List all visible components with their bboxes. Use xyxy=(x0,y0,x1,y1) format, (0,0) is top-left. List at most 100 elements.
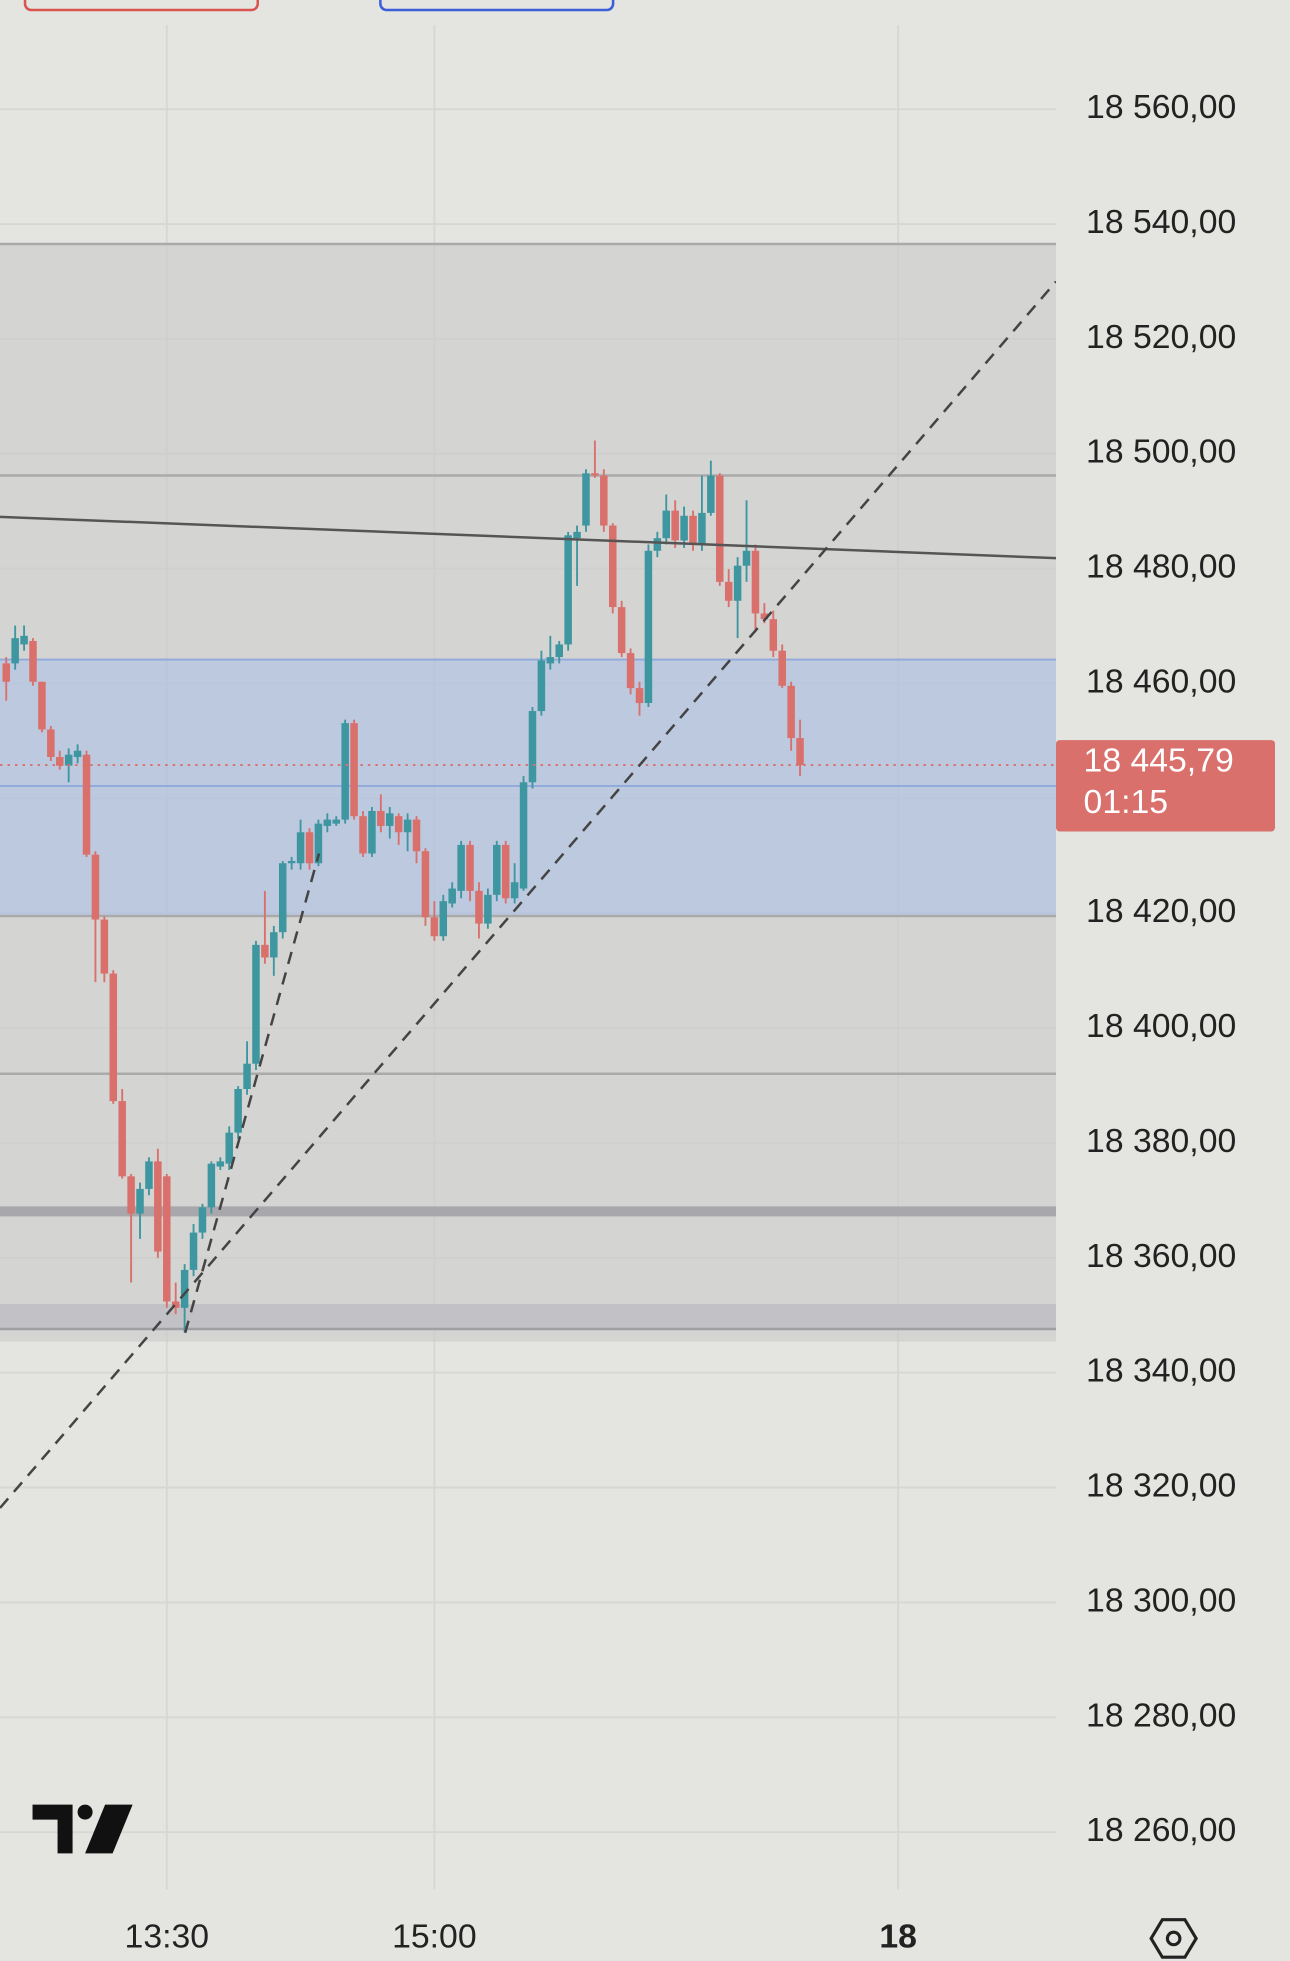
candle-body xyxy=(680,515,688,541)
candle-body xyxy=(430,917,439,937)
candle-body xyxy=(778,650,786,686)
candle-body xyxy=(287,860,296,864)
candle-body xyxy=(742,550,751,566)
settings-icon[interactable] xyxy=(1149,1918,1198,1959)
candle-body xyxy=(136,1188,144,1214)
candle-body xyxy=(2,663,10,682)
logo xyxy=(32,1804,133,1854)
candle-body xyxy=(154,1161,162,1252)
axes: 18 260,00 18 280,00 18 300,00 18 320,00 18 3… xyxy=(125,88,1275,1955)
x-tick-label: 18 xyxy=(879,1917,917,1955)
y-tick-label: 18 340,00 xyxy=(1086,1352,1236,1390)
candle-body xyxy=(724,581,733,601)
candle-body xyxy=(305,832,314,864)
candle-body xyxy=(528,711,537,783)
candle-body xyxy=(341,723,349,820)
y-tick-label: 18 500,00 xyxy=(1086,433,1236,471)
candle-body xyxy=(689,515,697,545)
y-tick-label: 18 560,00 xyxy=(1086,88,1236,126)
candle-body xyxy=(394,816,403,833)
candle-body xyxy=(100,919,109,974)
level-band xyxy=(0,1206,1057,1217)
candle-body xyxy=(261,944,269,958)
y-tick-label: 18 400,00 xyxy=(1086,1007,1236,1045)
candle-body xyxy=(626,653,635,689)
candle-body xyxy=(457,844,465,891)
candle-body xyxy=(600,475,608,526)
candle-body xyxy=(439,901,448,937)
candle-body xyxy=(189,1232,198,1270)
candle-body xyxy=(796,738,804,766)
settings-hexagon[interactable] xyxy=(1149,1918,1198,1959)
candle-body xyxy=(171,1301,180,1308)
candle-body xyxy=(145,1161,153,1189)
logo-part xyxy=(85,1804,133,1854)
candle-body xyxy=(332,819,341,824)
candle-body xyxy=(91,854,100,920)
candle-body xyxy=(368,811,376,854)
last-price-label: 18 445,79 xyxy=(1084,742,1234,780)
candle-body xyxy=(582,473,590,526)
candle-body xyxy=(421,851,430,918)
candle-body xyxy=(38,681,46,730)
candle-body xyxy=(11,638,19,664)
candle-body xyxy=(207,1163,216,1208)
y-tick-label: 18 480,00 xyxy=(1086,548,1236,586)
candle-body xyxy=(546,657,555,664)
settings-dot[interactable] xyxy=(1165,1930,1182,1947)
trendline xyxy=(0,515,1057,560)
candle-body xyxy=(671,510,679,541)
candle-body xyxy=(296,832,305,864)
candle-body xyxy=(20,635,28,645)
candle-body xyxy=(698,512,706,545)
candle-body xyxy=(47,729,55,758)
candle-body xyxy=(769,619,778,651)
candle-body xyxy=(314,823,323,864)
candle-body xyxy=(64,754,73,766)
drawings xyxy=(0,242,1057,1342)
buy-button[interactable] xyxy=(379,0,615,12)
y-tick-label: 18 260,00 xyxy=(1086,1811,1236,1849)
last-price-tag xyxy=(1056,740,1275,832)
candle-body xyxy=(662,510,671,539)
candle-body xyxy=(198,1207,207,1233)
candle-body xyxy=(350,723,358,817)
candle-body xyxy=(591,473,599,476)
zone xyxy=(0,659,1057,917)
sell-button[interactable] xyxy=(23,0,259,12)
candle-body xyxy=(73,750,82,758)
candle-body xyxy=(564,535,572,645)
x-tick-label: 15:00 xyxy=(392,1917,476,1955)
candle-body xyxy=(475,890,483,924)
y-tick-label: 18 520,00 xyxy=(1086,318,1236,356)
candle-body xyxy=(653,538,662,551)
candle-body xyxy=(29,640,37,682)
candle-body xyxy=(493,844,501,895)
candle-body xyxy=(617,607,626,654)
candle-body xyxy=(412,819,421,852)
x-tick-label: 13:30 xyxy=(125,1917,209,1955)
candle-body xyxy=(501,844,510,899)
candle-body xyxy=(484,894,492,924)
candle-body xyxy=(733,565,742,601)
y-tick-label: 18 540,00 xyxy=(1086,203,1236,241)
candle-body xyxy=(555,644,563,658)
logo-part xyxy=(32,1804,73,1854)
candle-body xyxy=(608,525,617,608)
candle-body xyxy=(510,882,519,899)
countdown: 01:15 xyxy=(1084,783,1168,821)
candle-body xyxy=(787,685,795,739)
trendline xyxy=(183,853,321,1334)
candle-body xyxy=(56,757,64,766)
logo-part xyxy=(77,1804,93,1820)
candle-body xyxy=(127,1176,135,1214)
y-tick-label: 18 360,00 xyxy=(1086,1237,1236,1275)
candle-body xyxy=(270,932,278,958)
candle-body xyxy=(377,811,385,826)
candle-body xyxy=(82,754,91,855)
candle-body xyxy=(707,475,715,513)
candle-body xyxy=(225,1132,233,1164)
candle-body xyxy=(448,888,456,904)
price-axis xyxy=(1056,0,1290,1961)
